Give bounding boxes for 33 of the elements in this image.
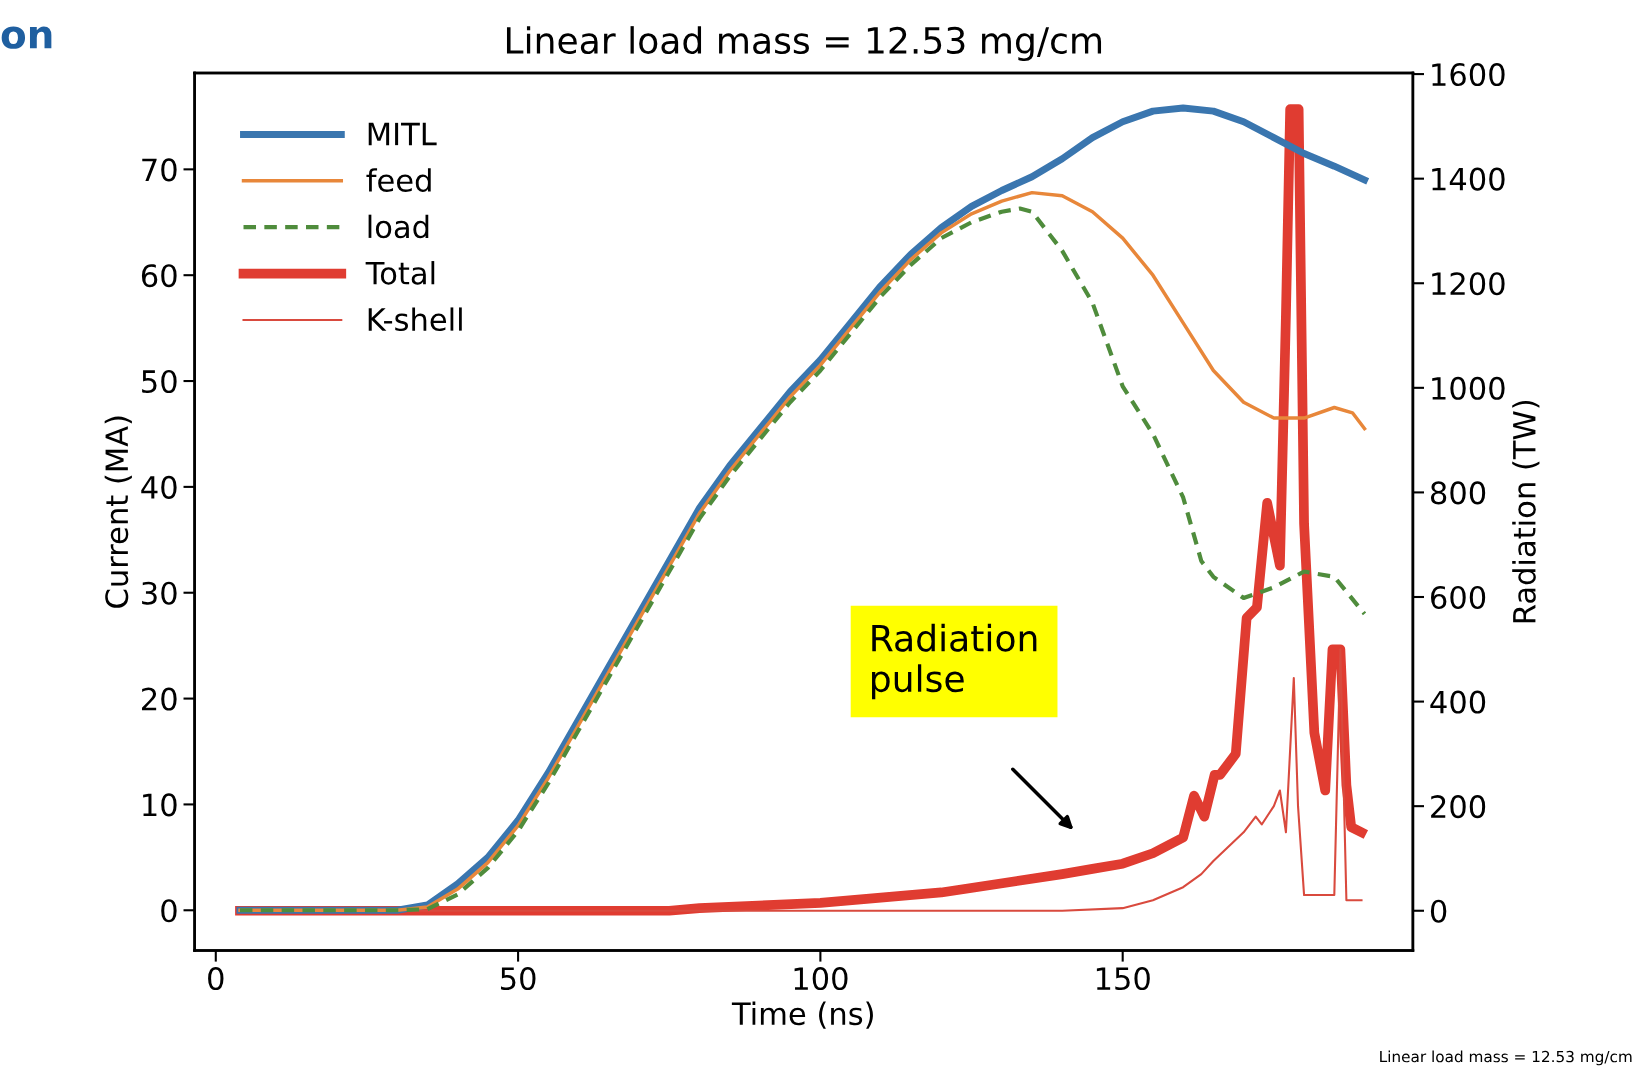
y-axis-title: Current (MA) bbox=[104, 416, 132, 608]
x-axis-title: Time (ns) bbox=[731, 1001, 873, 1029]
y-tick-label: 50 bbox=[142, 369, 177, 394]
x-tick-label: 0 bbox=[208, 967, 224, 991]
y2-tick-label: 1000 bbox=[1432, 376, 1505, 400]
y-tick-label: 0 bbox=[161, 899, 177, 923]
legend-label: Total bbox=[365, 261, 435, 285]
y2-axis-title: Radiation (TW) bbox=[1512, 400, 1540, 623]
y2-tick-label: 0 bbox=[1430, 899, 1447, 923]
y-tick-label: 30 bbox=[142, 581, 177, 605]
annotation: Radiation pulse bbox=[872, 623, 1037, 700]
y2-tick-label: 1200 bbox=[1432, 272, 1505, 296]
y-tick-label: 10 bbox=[143, 793, 177, 817]
y-tick-label: 70 bbox=[142, 158, 177, 182]
y2-tick-label: 1400 bbox=[1432, 167, 1505, 191]
y2-tick-label: 600 bbox=[1431, 585, 1486, 610]
y2-tick-label: 800 bbox=[1430, 481, 1486, 505]
legend-label: load bbox=[368, 214, 429, 239]
legend-label: feed bbox=[366, 168, 431, 192]
text: on bbox=[1, 26, 52, 49]
text: Linear load mass = 12.53 mg/cm bbox=[1380, 1050, 1632, 1066]
y2-tick-label: 1600 bbox=[1432, 63, 1505, 87]
x-tick-label: 50 bbox=[501, 967, 536, 991]
y-tick-label: 20 bbox=[142, 687, 177, 711]
legend-label: K-shell bbox=[368, 307, 462, 332]
legend-label: MITL bbox=[368, 122, 437, 146]
y2-tick-label: 400 bbox=[1430, 690, 1486, 714]
x-tick-label: 100 bbox=[794, 967, 848, 991]
chart-title: Linear load mass = 12.53 mg/cm bbox=[506, 26, 1102, 62]
x-tick-label: 150 bbox=[1096, 967, 1150, 991]
y-tick-label: 40 bbox=[141, 475, 177, 499]
y-tick-label: 60 bbox=[141, 264, 177, 288]
y2-tick-label: 200 bbox=[1431, 795, 1486, 819]
